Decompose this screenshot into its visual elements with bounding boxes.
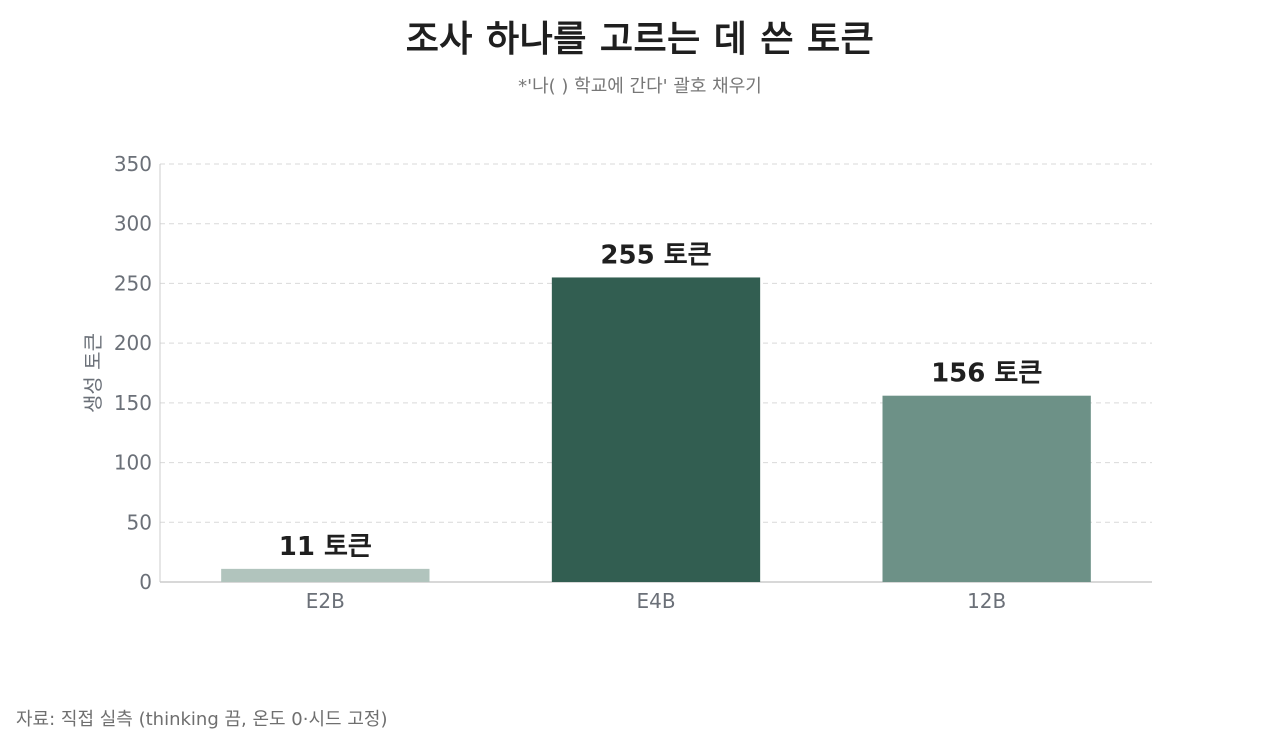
chart-subtitle: *'나( ) 학교에 간다' 괄호 채우기 — [518, 76, 762, 97]
y-tick-label: 200 — [114, 331, 152, 355]
bar-e4b — [551, 277, 761, 582]
x-tick-label: E4B — [636, 589, 675, 613]
data-label: 156 토큰 — [931, 359, 1042, 389]
data-label: 255 토큰 — [600, 240, 711, 270]
y-tick-label: 0 — [139, 570, 152, 594]
data-label: 11 토큰 — [279, 532, 372, 562]
y-tick-label: 350 — [114, 152, 152, 176]
chart-title: 조사 하나를 고르는 데 쓴 토큰 — [405, 19, 875, 60]
y-tick-label: 100 — [114, 451, 152, 475]
x-tick-label: E2B — [306, 589, 345, 613]
y-tick-label: 150 — [114, 391, 152, 415]
y-tick-label: 300 — [114, 212, 152, 236]
y-axis-label: 생성 토큰 — [81, 333, 105, 413]
bar-12b — [882, 395, 1091, 582]
y-tick-label: 250 — [114, 271, 152, 295]
y-tick-label: 50 — [127, 510, 152, 534]
source-note: 자료: 직접 실측 (thinking 끔, 온도 0·시드 고정) — [16, 709, 388, 730]
x-tick-label: 12B — [967, 589, 1006, 613]
bar-e2b — [221, 568, 430, 582]
